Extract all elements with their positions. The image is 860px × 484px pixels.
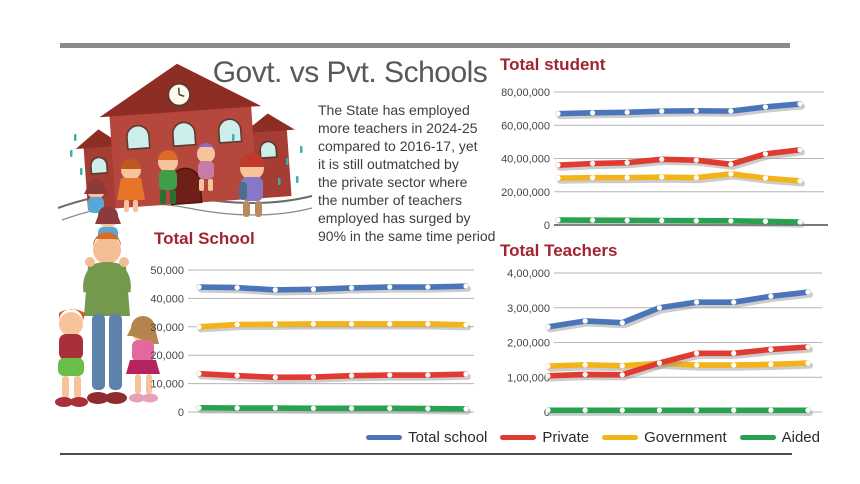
legend-swatch xyxy=(602,435,639,440)
daughter xyxy=(126,316,160,403)
legend-item-private: Private xyxy=(500,429,589,446)
series-total-school xyxy=(196,283,471,296)
legend-label: Aided xyxy=(781,429,820,446)
y-tick-label: 80,00,000 xyxy=(501,87,550,99)
y-tick-label: 20,000 xyxy=(150,350,184,362)
series-government xyxy=(555,171,805,187)
schools-line-chart: 50,000 40,000 30,000 20,000 10,000 0 xyxy=(150,265,474,419)
series-total-school xyxy=(555,101,805,120)
son xyxy=(55,309,88,407)
intro-paragraph: The State has employed more teachers in … xyxy=(318,102,496,244)
legend-item-government: Government xyxy=(602,429,727,446)
father xyxy=(83,232,131,404)
y-tick-label: 20,00,000 xyxy=(501,187,550,199)
series-aided xyxy=(196,404,471,415)
y-tick-label: 3,00,000 xyxy=(507,303,550,315)
schools-chart-title: Total School xyxy=(154,229,255,248)
y-tick-label: 10,000 xyxy=(150,379,184,391)
series-private xyxy=(545,344,813,382)
running-kids xyxy=(84,143,266,217)
series-aided xyxy=(545,407,813,416)
students-line-chart: 80,00,000 60,00,000 40,00,000 20,00,000 0 xyxy=(501,87,828,232)
legend-label: Private xyxy=(542,429,590,446)
legend-label: Government xyxy=(644,429,727,446)
y-tick-label: 50,000 xyxy=(150,265,184,277)
y-tick-label: 40,000 xyxy=(150,293,184,305)
teachers-chart-title: Total Teachers xyxy=(500,241,618,260)
series-government xyxy=(196,321,471,333)
page-title: Govt. vs Pvt. Schools xyxy=(212,56,488,89)
bottom-rule xyxy=(60,453,792,455)
y-tick-label: 0 xyxy=(544,220,550,232)
legend-swatch xyxy=(500,435,537,440)
series-total-school xyxy=(545,289,813,333)
students-chart-title: Total student xyxy=(500,55,606,74)
series-private xyxy=(196,370,471,383)
y-tick-label: 40,00,000 xyxy=(501,154,550,166)
school-kids-illustration xyxy=(57,63,313,221)
y-tick-label: 1,00,000 xyxy=(507,372,550,384)
legend-item-total-school: Total school xyxy=(366,429,487,446)
y-tick-label: 2,00,000 xyxy=(507,338,550,350)
series-private xyxy=(555,147,805,171)
y-tick-label: 0 xyxy=(178,407,184,419)
father-with-children-illustration xyxy=(55,206,160,407)
y-tick-label: 30,000 xyxy=(150,322,184,334)
chart-legend: Total school Private Government Aided xyxy=(366,429,820,446)
series-aided xyxy=(555,217,805,228)
legend-swatch xyxy=(366,435,403,440)
y-tick-label: 60,00,000 xyxy=(501,120,550,132)
legend-label: Total school xyxy=(408,429,488,446)
legend-item-aided: Aided xyxy=(739,429,820,446)
y-tick-label: 4,00,000 xyxy=(507,268,550,280)
top-accent-bar xyxy=(60,43,790,48)
legend-swatch xyxy=(739,435,776,440)
